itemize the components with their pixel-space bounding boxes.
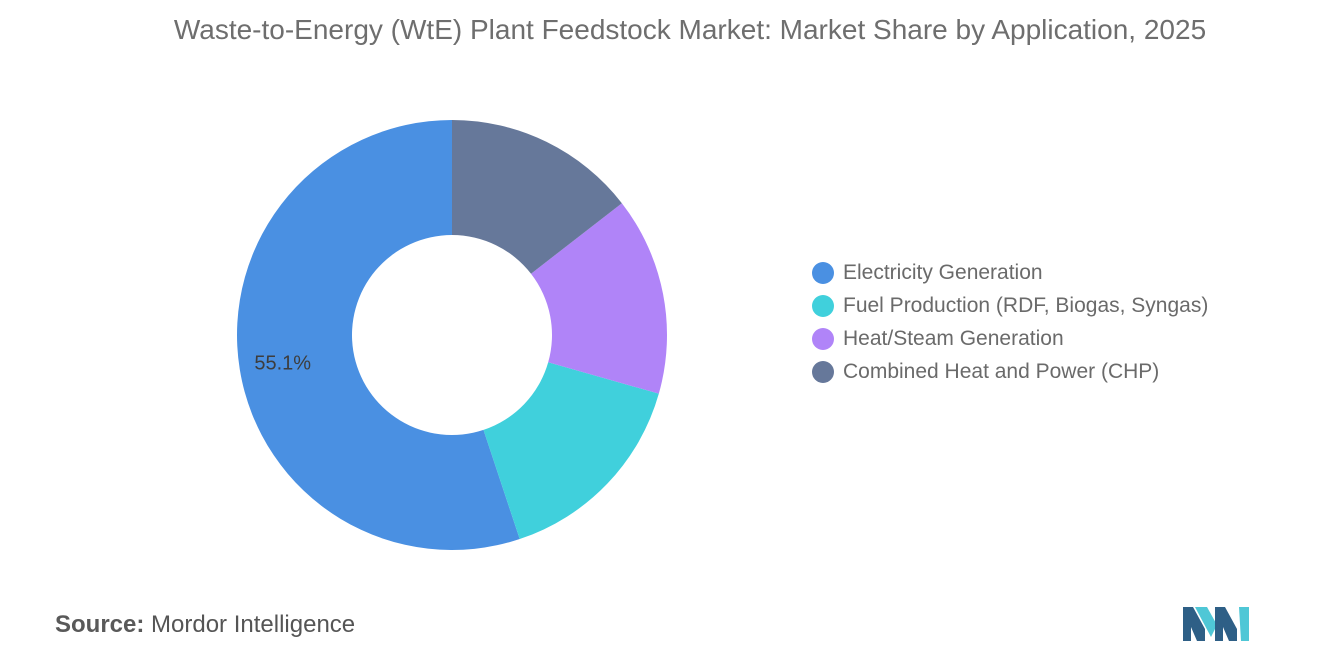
slice-electricity-generation: [236, 120, 520, 551]
source-label: Source:: [55, 611, 145, 638]
legend-label: Electricity Generation: [843, 260, 1043, 284]
legend-item-heat-steam-generation: Heat/Steam Generation: [812, 322, 1208, 355]
chart-legend: Electricity Generation Fuel Production (R…: [812, 256, 1208, 388]
legend-swatch-icon: [812, 294, 834, 317]
slice-heat-steam-generation: [531, 203, 668, 394]
chart-title: Waste-to-Energy (WtE) Plant Feedstock Ma…: [173, 14, 1207, 45]
legend-swatch-icon: [812, 327, 834, 350]
legend-swatch-icon: [812, 360, 834, 383]
slice-fuel-production-rdf-biogas-syngas: [483, 362, 659, 540]
source-text: Mordor Intelligence: [151, 611, 356, 638]
slice-combined-heat-and-power-chp: [452, 120, 622, 274]
legend-item-combined-heat-and-power-chp: Combined Heat and Power (CHP): [812, 355, 1208, 388]
source-note: Source: Mordor Intelligence: [55, 611, 355, 639]
legend-swatch-icon: [812, 261, 834, 284]
data-label-electricity-generation: 55.1%: [254, 352, 311, 374]
legend-label: Heat/Steam Generation: [843, 326, 1064, 350]
legend-item-fuel-production-rdf-biogas-syngas: Fuel Production (RDF, Biogas, Syngas): [812, 289, 1208, 322]
legend-label: Combined Heat and Power (CHP): [843, 359, 1160, 383]
legend-item-electricity-generation: Electricity Generation: [812, 256, 1208, 289]
mordor-intelligence-logo-icon: [1183, 607, 1249, 641]
legend-label: Fuel Production (RDF, Biogas, Syngas): [843, 293, 1209, 317]
